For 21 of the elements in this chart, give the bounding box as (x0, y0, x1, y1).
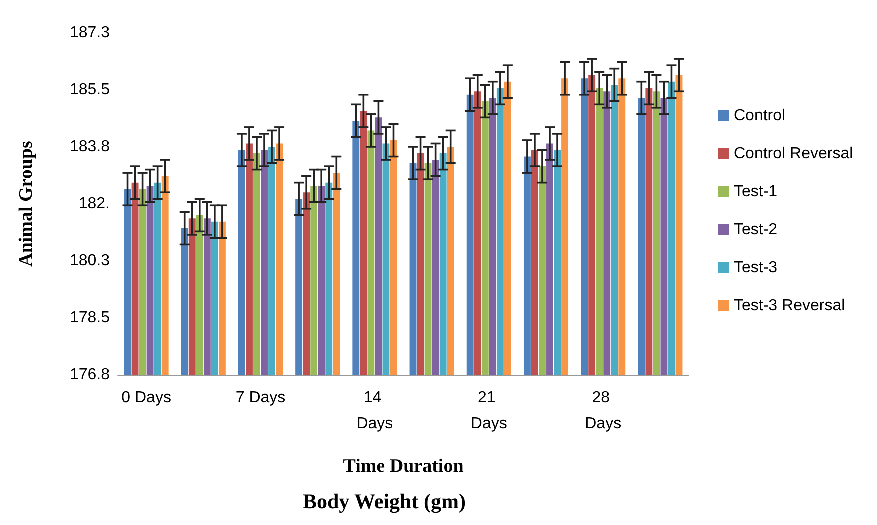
y-axis-title: Animal Groups (16, 141, 37, 267)
x-tick-label: 0 Days (122, 390, 172, 406)
x-tick-label: 7 Days (236, 390, 286, 406)
y-tick-label: 180.3 (70, 252, 110, 270)
x-axis-title: Time Duration (343, 456, 464, 477)
legend-label: Test-3 (734, 260, 778, 276)
y-tick-label: 185.5 (70, 82, 110, 98)
x-tick-label: 14 Days (356, 390, 394, 432)
legend-label: Test-3 Reversal (734, 298, 846, 314)
legend-label: Test-2 (734, 222, 778, 238)
legend-label: Control Reversal (734, 146, 854, 162)
x-tick-label: 28 Days (585, 390, 622, 432)
y-tick-label: 182. (78, 196, 110, 212)
y-tick-label: 183.8 (70, 138, 110, 156)
y-tick-label: 176.8 (70, 366, 110, 384)
legend-label: Test-1 (734, 184, 778, 200)
legend-label: Control (734, 108, 786, 124)
x-tick-label: 21 Days (470, 390, 508, 432)
y-tick-label: 187.3 (70, 24, 110, 42)
text: Body Weight (gm) (303, 490, 466, 514)
y-tick-label: 178.5 (70, 310, 110, 326)
